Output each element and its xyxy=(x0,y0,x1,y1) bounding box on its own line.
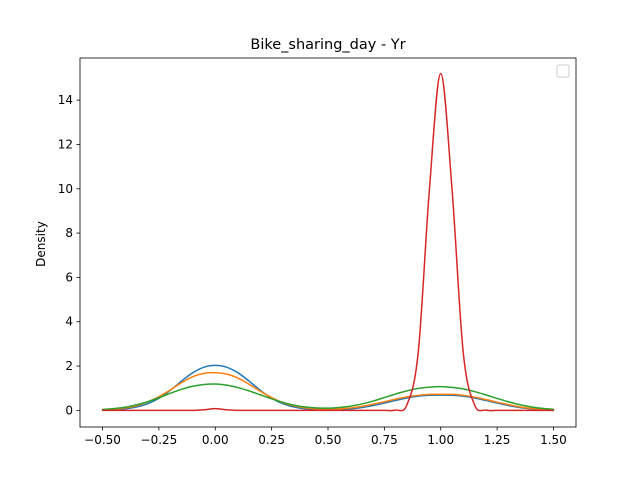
x-tick-label: 0.50 xyxy=(315,433,342,447)
x-tick-label: 0.00 xyxy=(202,433,229,447)
x-tick-label: 0.25 xyxy=(258,433,285,447)
legend-frame xyxy=(556,64,570,78)
x-tick-label: 0.75 xyxy=(371,433,398,447)
x-tick-label: 1.00 xyxy=(427,433,454,447)
y-tick-label: 8 xyxy=(65,226,73,240)
series-line-2 xyxy=(101,371,555,411)
series-layer xyxy=(101,72,555,412)
series-line-4 xyxy=(101,72,555,412)
y-tick-label: 10 xyxy=(58,182,73,196)
y-tick-label: 0 xyxy=(65,403,73,417)
x-tick-label: −0.25 xyxy=(141,433,178,447)
chart-title: Bike_sharing_day - Yr xyxy=(250,37,405,53)
x-tick-label: 1.50 xyxy=(540,433,567,447)
y-tick-label: 2 xyxy=(65,359,73,373)
x-tick-label: −0.50 xyxy=(84,433,121,447)
y-tick-label: 14 xyxy=(58,93,73,107)
legend xyxy=(556,64,570,78)
series-line-3 xyxy=(101,383,555,411)
y-axis-label: Density xyxy=(34,221,48,267)
x-tick-label: 1.25 xyxy=(484,433,511,447)
y-tick-label: 12 xyxy=(58,137,73,151)
y-tick-label: 4 xyxy=(65,315,73,329)
y-tick-label: 6 xyxy=(65,270,73,284)
axes-layer: −0.50 −0.25 0.00 0.25 0.50 0.75 1.00 1.25 1.50 0 2… xyxy=(58,57,577,447)
